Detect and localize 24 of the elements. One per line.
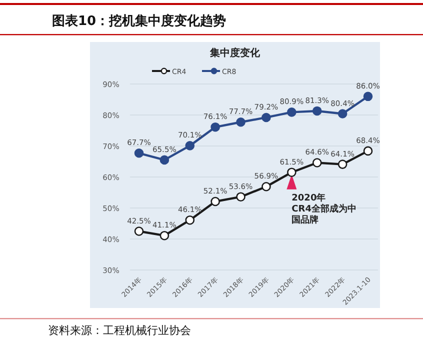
- point: [134, 148, 144, 158]
- point: [287, 168, 296, 177]
- point: [210, 196, 220, 206]
- chart-title: 图表10：挖机集中度变化趋势: [52, 13, 226, 29]
- point: [160, 230, 170, 240]
- annotation: 2020年 CR4全部成为中国品牌: [292, 192, 356, 226]
- point: [338, 160, 348, 169]
- point: [363, 92, 373, 102]
- point: [185, 141, 195, 150]
- point: [262, 182, 271, 192]
- point: [312, 106, 322, 116]
- point: [287, 108, 296, 117]
- point: [262, 112, 271, 122]
- point: [185, 215, 195, 225]
- chart-subtitle: 集中度变化: [209, 47, 261, 59]
- point: [312, 158, 322, 168]
- point: [236, 192, 246, 202]
- point: [160, 155, 170, 165]
- point: [363, 146, 373, 156]
- point: [210, 122, 220, 132]
- point: [236, 117, 246, 127]
- text: 资料来源：工程机械行业协会: [48, 324, 191, 337]
- point: [134, 226, 144, 236]
- point: [338, 109, 348, 118]
